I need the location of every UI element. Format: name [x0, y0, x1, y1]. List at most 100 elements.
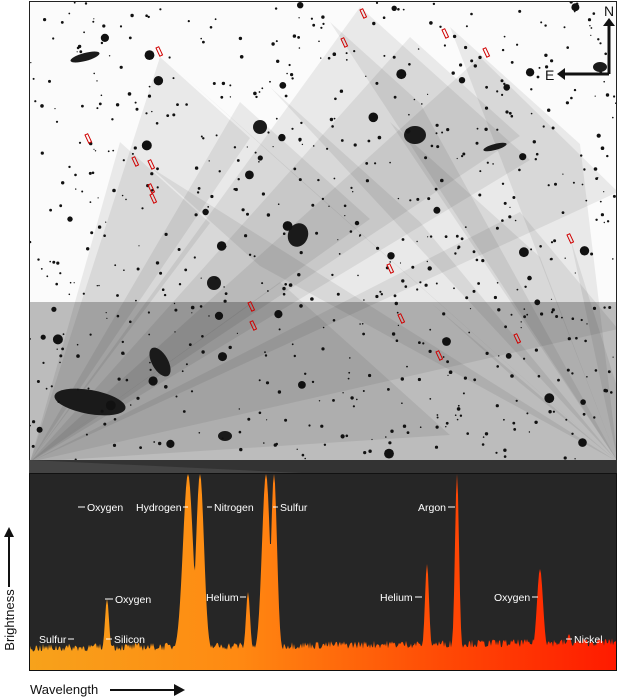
star [55, 120, 59, 123]
star [562, 173, 564, 175]
slit-fan-wedge [180, 72, 616, 460]
star [97, 225, 102, 229]
star [37, 258, 40, 261]
star [332, 399, 335, 402]
star [73, 282, 75, 284]
star [286, 72, 288, 75]
star [486, 161, 489, 164]
star [174, 331, 176, 333]
star [291, 343, 294, 346]
star [36, 380, 40, 383]
star [76, 51, 78, 53]
slit-fan-wedge [270, 87, 616, 460]
star [216, 241, 227, 251]
star [237, 178, 240, 181]
star [84, 2, 88, 5]
star [182, 410, 186, 413]
star [512, 196, 516, 199]
star [508, 111, 512, 115]
star [368, 373, 372, 378]
star [102, 24, 106, 28]
star [138, 245, 140, 247]
label-nitrogen: Nitrogen [214, 502, 254, 514]
star [239, 447, 243, 452]
label-silicon: Silicon [114, 634, 145, 646]
star [427, 197, 431, 201]
star [526, 412, 529, 415]
star [135, 107, 139, 111]
funnel-connector [29, 460, 617, 474]
star [395, 339, 399, 343]
star [147, 311, 150, 314]
star [612, 116, 614, 119]
star [401, 402, 403, 405]
star [458, 77, 466, 84]
star [436, 414, 439, 416]
star [261, 192, 265, 196]
star [258, 161, 260, 163]
star [392, 55, 396, 59]
star [509, 206, 511, 208]
star [406, 431, 410, 434]
star [606, 220, 610, 223]
star [359, 323, 361, 325]
star [184, 268, 188, 272]
star [574, 272, 576, 274]
star [149, 368, 152, 371]
star [485, 85, 488, 89]
star [436, 416, 439, 419]
star [153, 76, 164, 86]
star [297, 273, 301, 277]
star [468, 331, 471, 334]
brightness-axis-label: Brightness [2, 589, 17, 651]
spectrum-panel: Oxygen Hydrogen Nitrogen Sulfur Argon Ox… [29, 473, 617, 671]
star [218, 352, 227, 362]
galaxy [207, 276, 221, 290]
star [236, 332, 238, 334]
star [336, 292, 340, 296]
star [125, 378, 129, 382]
star [495, 404, 499, 408]
star [119, 65, 123, 69]
star [498, 355, 500, 357]
star [534, 299, 541, 306]
star [40, 151, 44, 155]
star [485, 351, 489, 355]
star [501, 182, 505, 185]
star [296, 448, 298, 450]
star [121, 194, 124, 197]
star [527, 275, 532, 281]
star [40, 334, 46, 340]
star [115, 103, 120, 107]
star [59, 204, 63, 208]
star [315, 231, 319, 235]
star [347, 377, 350, 380]
star [175, 395, 178, 398]
star [426, 260, 428, 263]
star [68, 293, 71, 296]
star [592, 12, 596, 15]
star [532, 140, 536, 144]
star [190, 390, 194, 393]
star [30, 62, 32, 64]
star [298, 17, 300, 19]
star [145, 14, 148, 17]
label-nickel: Nickel [574, 634, 603, 646]
star [418, 341, 421, 344]
star [561, 316, 563, 319]
star [151, 110, 153, 113]
star [470, 12, 473, 16]
star [550, 311, 554, 314]
star [32, 77, 35, 80]
star [553, 239, 557, 243]
star [164, 385, 168, 389]
star [389, 161, 391, 164]
star [164, 232, 168, 236]
star [604, 52, 607, 56]
star [354, 220, 360, 226]
star [544, 53, 548, 57]
star [34, 100, 37, 103]
star [523, 315, 526, 319]
star [472, 289, 476, 293]
star [247, 417, 251, 421]
